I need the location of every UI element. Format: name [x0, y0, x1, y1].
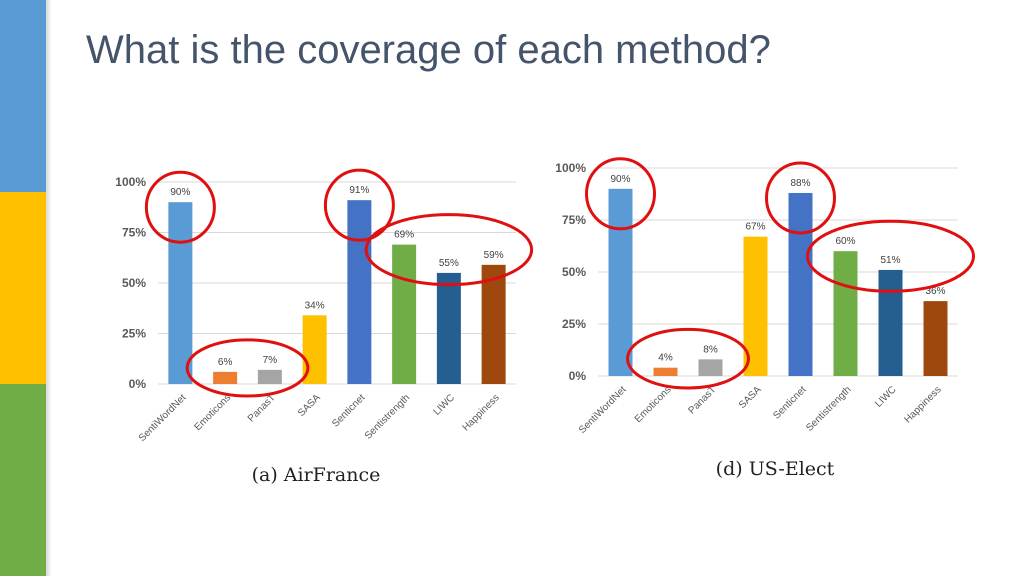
bar-emoticons — [213, 371, 238, 384]
data-label: 88% — [790, 178, 810, 189]
y-tick-label: 75% — [562, 213, 586, 227]
data-label: 67% — [745, 222, 765, 233]
data-label: 7% — [263, 355, 278, 366]
x-tick-label: Sentistrength — [804, 384, 853, 433]
bar-emoticons — [653, 367, 678, 376]
bar-liwc — [878, 269, 903, 376]
data-label: 4% — [658, 353, 673, 364]
x-tick-label: Sentistrength — [363, 392, 412, 441]
y-tick-label: 50% — [562, 265, 586, 279]
data-label: 91% — [349, 185, 369, 196]
y-tick-label: 25% — [122, 327, 146, 341]
accent-bar-shadow — [46, 0, 52, 576]
chart-caption-us-elect: (d) US-Elect — [715, 458, 835, 480]
x-tick-label: Happiness — [461, 392, 502, 433]
x-tick-label: Emoticons — [192, 392, 233, 433]
highlight-ellipse — [185, 338, 310, 398]
chart-airfrance-plot: 0% 25% 50% 75% 100% 90% SentiWordNet 6% Emoticon… — [115, 168, 534, 444]
data-label: 59% — [484, 250, 504, 261]
data-label: 69% — [394, 230, 414, 241]
y-tick-label: 100% — [555, 161, 586, 175]
x-tick-label: LIWC — [873, 384, 898, 409]
x-tick-label: Senticnet — [330, 392, 367, 429]
y-tick-label: 75% — [122, 226, 146, 240]
bar-liwc — [436, 272, 461, 384]
data-label: 55% — [439, 258, 459, 269]
highlight-ellipse — [323, 168, 395, 242]
data-label: 36% — [925, 286, 945, 297]
bar-happiness — [481, 264, 506, 384]
bar-panast — [257, 369, 282, 384]
x-tick-label: SASA — [737, 384, 764, 411]
bar-sentiwordnet — [168, 202, 193, 384]
x-tick-label: Happiness — [902, 384, 943, 425]
bar-panast — [698, 359, 723, 376]
bar-sentiwordnet — [608, 188, 633, 376]
slide-title: What is the coverage of each method? — [86, 28, 771, 72]
accent-bar-green — [0, 384, 46, 576]
x-tick-label: Senticnet — [771, 384, 808, 421]
chart-us-elect: 0% 25% 50% 75% 100% 90% SentiWordNet 4% Emoticon… — [540, 152, 1010, 492]
bar-happiness — [923, 301, 948, 376]
accent-bar-blue — [0, 0, 46, 192]
x-tick-label: SentiWordNet — [137, 392, 189, 444]
y-tick-label: 0% — [569, 369, 587, 383]
highlight-ellipse — [364, 213, 534, 287]
highlight-ellipse — [585, 157, 656, 231]
chart-airfrance: 0% 25% 50% 75% 100% 90% SentiWordNet 6% Emoticon… — [96, 160, 536, 500]
data-label: 6% — [218, 357, 233, 368]
x-tick-label: Emoticons — [633, 384, 674, 425]
x-tick-label: SASA — [296, 392, 323, 419]
data-label: 90% — [170, 187, 190, 198]
chart-caption-airfrance: (a) AirFrance — [251, 464, 381, 486]
bar-sentistrength — [833, 251, 858, 376]
bar-sentistrength — [392, 244, 417, 384]
y-tick-label: 25% — [562, 317, 586, 331]
accent-bar-yellow — [0, 192, 46, 384]
data-label: 34% — [305, 300, 325, 311]
y-tick-label: 50% — [122, 276, 146, 290]
highlight-ellipse — [765, 161, 836, 235]
x-tick-label: LIWC — [432, 392, 457, 417]
bar-senticnet — [788, 192, 813, 376]
highlight-ellipse — [144, 170, 216, 244]
data-label: 60% — [835, 236, 855, 247]
bar-senticnet — [347, 200, 372, 384]
highlight-ellipse — [626, 327, 750, 390]
y-tick-label: 100% — [115, 175, 146, 189]
highlight-ellipse — [806, 219, 975, 293]
chart-us-elect-plot: 0% 25% 50% 75% 100% 90% SentiWordNet 4% Emoticon… — [555, 157, 975, 436]
data-label: 90% — [610, 174, 630, 185]
data-label: 51% — [880, 255, 900, 266]
x-tick-label: SentiWordNet — [577, 384, 629, 436]
data-label: 8% — [703, 344, 718, 355]
y-tick-label: 0% — [129, 377, 147, 391]
